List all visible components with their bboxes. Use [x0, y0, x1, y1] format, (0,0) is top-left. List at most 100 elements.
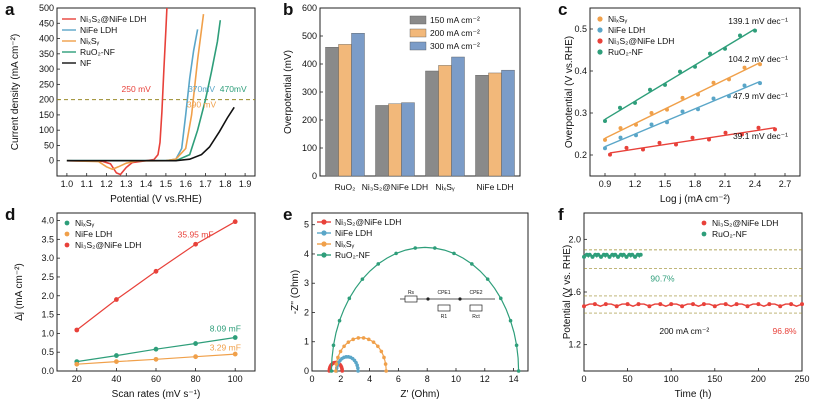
y-tick-label: 0.3	[574, 108, 587, 118]
stability-point-green	[601, 252, 606, 257]
y-tick-label: 2.0	[41, 291, 54, 301]
legend-marker	[321, 252, 327, 258]
nyquist-point-red	[340, 369, 345, 373]
slope-annotation: 47.9 mV dec⁻¹	[733, 91, 788, 101]
bar	[325, 47, 339, 177]
nyquist-point-green	[331, 343, 336, 348]
data-point-green	[603, 118, 607, 123]
nyquist-point-orange	[384, 369, 388, 373]
panel-label: b	[283, 0, 293, 19]
data-point-red	[740, 132, 744, 137]
nyquist-point-green	[498, 296, 503, 301]
x-tick-label: 1.5	[160, 179, 173, 189]
nyquist-point-green	[394, 251, 398, 256]
data-point-orange	[153, 356, 159, 362]
nyquist-point-orange	[366, 337, 371, 342]
data-point-orange	[727, 77, 731, 82]
legend-marker	[321, 230, 327, 236]
nyquist-point-orange	[346, 340, 351, 344]
annotation: 250 mV	[122, 84, 152, 94]
data-point-blue	[727, 94, 731, 99]
circuit-node	[458, 297, 462, 301]
nyquist-point-orange	[379, 349, 384, 354]
nyquist-point-orange	[356, 336, 361, 340]
data-point-green	[663, 82, 667, 87]
series-line-black	[66, 106, 235, 162]
data-point-red	[690, 135, 695, 140]
stability-point-green	[613, 252, 618, 257]
legend-label: Ni₃S₂@NiFe LDH	[608, 36, 674, 46]
nyquist-point-green	[413, 246, 418, 250]
data-point-green	[738, 33, 742, 38]
legend-label: RuO₂-NF	[80, 47, 115, 57]
circuit-resistor	[469, 304, 483, 312]
x-category-label: RuO₂	[335, 182, 356, 192]
data-point-orange	[232, 351, 238, 357]
y-tick-label: 500	[39, 3, 54, 13]
legend-label: RuO₂-NF	[712, 229, 747, 239]
y-tick-label: 600	[302, 3, 317, 13]
legend-marker	[64, 220, 70, 226]
data-point-red	[624, 145, 629, 150]
data-point-orange	[603, 137, 607, 142]
bar	[475, 74, 489, 177]
legend-marker	[701, 231, 707, 237]
stability-point-green	[618, 252, 623, 257]
data-point-red	[153, 268, 159, 274]
panel-label: a	[5, 0, 15, 19]
stability-point-green	[610, 252, 615, 257]
data-point-red	[608, 152, 612, 157]
x-category-label: Ni₃S₂@NiFe LDH	[362, 182, 428, 192]
stability-point-red	[680, 304, 685, 309]
annotation: 96.8%	[773, 326, 798, 336]
x-category-label: NiₓSᵧ	[435, 182, 454, 192]
stability-point-red	[767, 302, 772, 307]
data-point-orange	[742, 65, 747, 70]
x-axis-label: Scan rates (mV s⁻¹)	[112, 389, 201, 400]
data-point-blue	[711, 96, 716, 101]
x-category-label: NiFe LDH	[476, 182, 513, 192]
legend-swatch	[409, 41, 427, 51]
fit-line-blue	[604, 80, 761, 148]
stability-point-red	[669, 302, 674, 307]
nyquist-point-green	[485, 277, 490, 281]
data-point-red	[723, 130, 728, 135]
data-point-green	[232, 335, 238, 340]
bar	[401, 102, 415, 177]
y-tick-label: 300	[302, 87, 317, 97]
data-point-green	[753, 28, 757, 33]
bar	[425, 70, 439, 177]
annotation: 200 mA cm⁻²	[659, 326, 709, 336]
y-tick-label: 0.4	[574, 66, 587, 76]
legend-label: NF	[80, 58, 91, 68]
nyquist-point-orange	[376, 344, 380, 349]
x-tick-label: 80	[191, 374, 201, 384]
legend-label: NiₓSᵧ	[80, 36, 99, 46]
data-point-orange	[114, 359, 119, 364]
data-point-blue	[742, 83, 747, 88]
circuit-resistor	[437, 304, 451, 312]
legend-marker	[701, 220, 707, 226]
x-tick-label: 6	[396, 374, 401, 384]
x-tick-label: 1.4	[140, 179, 153, 189]
y-tick-label: 3.5	[41, 234, 54, 244]
data-point-blue	[696, 107, 700, 112]
data-point-green	[723, 46, 727, 51]
y-tick-label: 0.5	[41, 347, 54, 357]
y-axis-label: Current density (mA cm⁻²)	[10, 34, 21, 150]
y-axis-label: -Z'' (Ohm)	[290, 270, 301, 314]
data-point-red	[674, 142, 678, 147]
stability-point-red	[647, 304, 652, 309]
nyquist-fit-green	[330, 246, 520, 372]
legend-marker	[64, 231, 70, 237]
legend-marker	[321, 219, 327, 225]
stability-point-green	[584, 252, 589, 257]
y-tick-label: 4	[304, 249, 309, 259]
x-tick-label: 100	[228, 374, 243, 384]
stability-point-green	[607, 254, 612, 259]
nyquist-point-green	[514, 343, 519, 348]
data-point-blue	[758, 81, 762, 86]
circuit-resistor	[404, 295, 418, 303]
y-tick-label: 100	[39, 125, 54, 135]
